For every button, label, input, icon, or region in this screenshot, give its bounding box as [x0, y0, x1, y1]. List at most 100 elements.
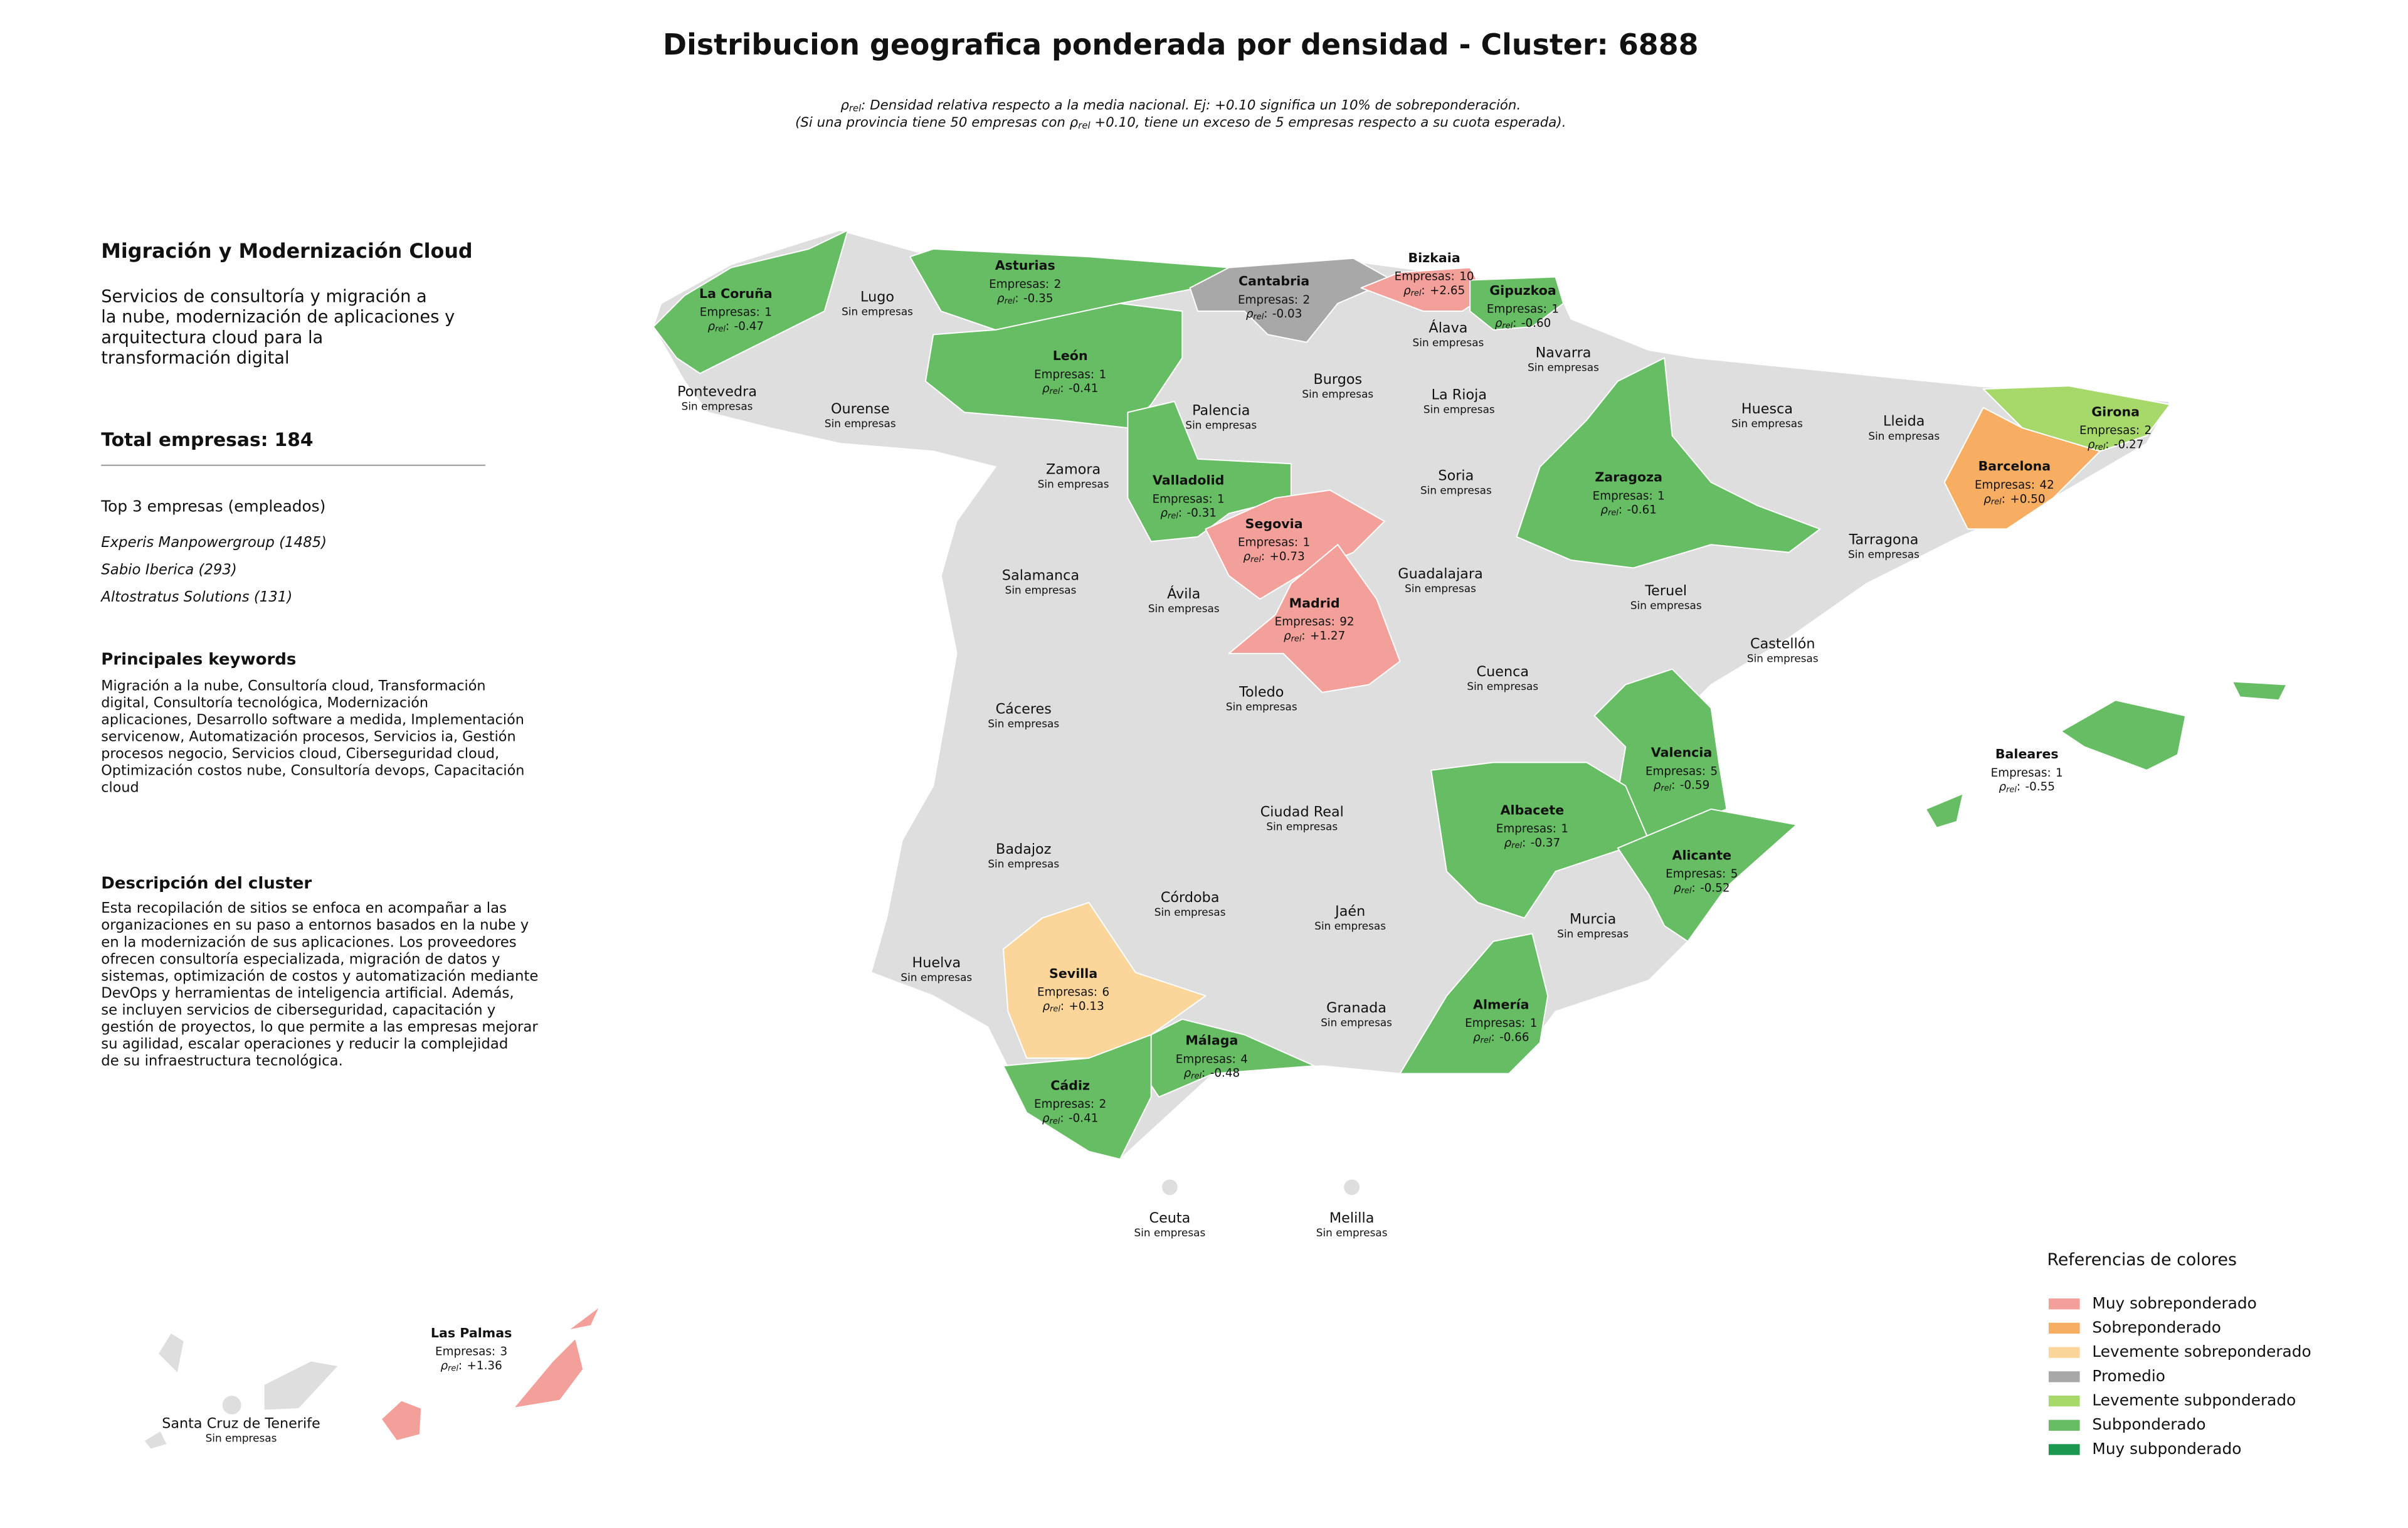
- legend-swatch: [2048, 1298, 2080, 1310]
- companies-value: 1: [1217, 492, 1225, 506]
- legend-label: Levemente sobreponderado: [2092, 1342, 2311, 1361]
- top-company: Sabio Iberica (293): [101, 562, 237, 578]
- rho-value: -0.60: [1521, 317, 1551, 330]
- province-name: Ávila: [1167, 585, 1200, 602]
- province-empty: Sin empresas: [1731, 417, 1803, 430]
- province-name: Cantabria: [1238, 273, 1309, 289]
- keywords-line: Optimización costos nube, Consultoría de…: [101, 763, 524, 779]
- rho-value: +0.13: [1069, 1000, 1104, 1013]
- rho-value: -0.41: [1069, 1112, 1098, 1125]
- companies-label: Empresas:: [1666, 867, 1726, 881]
- rho-symbol: ρ: [997, 292, 1005, 305]
- province-shape: [567, 1290, 608, 1331]
- province-empty: Sin empresas: [1848, 548, 1920, 560]
- rho-subscript: rel: [1411, 289, 1422, 298]
- companies-value: 3: [500, 1345, 508, 1359]
- province-name: Cáceres: [996, 701, 1052, 718]
- rho-symbol: ρ: [1983, 492, 1991, 506]
- legend-label: Promedio: [2092, 1367, 2165, 1385]
- province-name: Ceuta: [1149, 1210, 1190, 1226]
- province-name: León: [1053, 348, 1088, 363]
- province-name: Zaragoza: [1595, 470, 1662, 485]
- rho-subscript: rel: [1681, 886, 1692, 896]
- province-shape: [1399, 933, 1549, 1074]
- province-empty: Sin empresas: [1148, 602, 1220, 615]
- panel-heading: Migración y Modernización Cloud: [101, 240, 472, 263]
- province-companies: Empresas: 1: [1496, 822, 1568, 836]
- keywords-line: aplicaciones, Desarrollo software a medi…: [101, 712, 524, 728]
- province-name: Barcelona: [1978, 459, 2051, 474]
- province-shape: [380, 1399, 423, 1442]
- keywords-line: cloud: [101, 780, 139, 796]
- rho-colon: :: [1015, 292, 1018, 305]
- province-rho: ρrel: -0.59: [1654, 779, 1710, 793]
- province-rho: ρrel: -0.31: [1160, 507, 1217, 521]
- total-companies: Total empresas: 184: [101, 429, 313, 451]
- province-rho: ρrel: +0.13: [1042, 1000, 1104, 1014]
- province-name: Baleares: [1995, 746, 2059, 761]
- province-name: Girona: [2091, 404, 2140, 419]
- cluster-line: gestión de proyectos, lo que permite a l…: [101, 1019, 538, 1035]
- province-shape: [512, 1337, 584, 1409]
- province-empty: Sin empresas: [1467, 680, 1538, 692]
- rho-symbol: ρ: [440, 1359, 448, 1372]
- province-companies: Empresas: 2: [989, 278, 1061, 291]
- companies-label: Empresas:: [1176, 1053, 1236, 1066]
- rho-colon: :: [1201, 1067, 1205, 1080]
- rho-value: +1.27: [1310, 630, 1345, 643]
- province-name: Málaga: [1185, 1033, 1238, 1048]
- rho-value: -0.52: [1700, 881, 1729, 894]
- province-companies: Empresas: 2: [2079, 424, 2152, 437]
- rho-colon: :: [1619, 504, 1622, 517]
- companies-value: 1: [764, 306, 772, 319]
- province-name: Murcia: [1570, 911, 1616, 928]
- rho-subscript: rel: [1608, 508, 1619, 517]
- companies-label: Empresas:: [989, 278, 1049, 291]
- province-shape: [924, 302, 1183, 429]
- rho-value: +1.36: [467, 1359, 502, 1372]
- legend-swatch: [2048, 1322, 2080, 1334]
- companies-value: 1: [1657, 489, 1665, 502]
- province-empty: Sin empresas: [1557, 928, 1629, 940]
- province-name: Huesca: [1741, 401, 1793, 417]
- companies-value: 1: [1530, 1017, 1538, 1030]
- province-name: Álava: [1428, 319, 1467, 336]
- legend-swatch: [2048, 1347, 2080, 1358]
- cluster-line: Esta recopilación de sitios se enfoca en…: [101, 900, 507, 916]
- rho-subscript: rel: [1291, 634, 1302, 644]
- legend-swatch: [2048, 1395, 2080, 1407]
- rho-colon: :: [1301, 630, 1305, 643]
- rho-symbol: ρ: [1184, 1067, 1191, 1080]
- companies-label: Empresas:: [1153, 492, 1213, 506]
- province-rho: ρrel: -0.52: [1674, 881, 1730, 895]
- province-shape: [1003, 1034, 1152, 1160]
- rho-symbol: ρ: [1999, 780, 2006, 793]
- total-value: 184: [275, 429, 314, 451]
- rho-subscript: rel: [1168, 511, 1178, 521]
- panel-description: transformación digital: [101, 349, 289, 368]
- province-shape: [1003, 901, 1207, 1059]
- legend-label: Muy subponderado: [2092, 1440, 2241, 1458]
- rho-symbol: ρ: [1246, 307, 1254, 321]
- companies-label: Empresas:: [1275, 615, 1335, 629]
- province-empty: Sin empresas: [825, 417, 896, 430]
- province-empty: Sin empresas: [900, 971, 972, 984]
- province-name: Cádiz: [1050, 1078, 1090, 1093]
- province-companies: Empresas: 6: [1037, 986, 1109, 999]
- province-companies: Empresas: 1: [1153, 492, 1225, 506]
- province-name: Castellón: [1750, 635, 1815, 652]
- province-companies: Empresas: 1: [1238, 536, 1310, 549]
- province-empty: Sin empresas: [1038, 478, 1109, 491]
- companies-value: 1: [1551, 303, 1559, 316]
- rho-colon: :: [1691, 881, 1695, 894]
- companies-label: Empresas:: [1991, 767, 2051, 780]
- la-gomera-island: [222, 1396, 241, 1414]
- province-rho: ρrel: +1.27: [1284, 630, 1345, 644]
- legend-swatch: [2048, 1371, 2080, 1382]
- rho-value: -0.41: [1069, 382, 1098, 395]
- province-shape: [1430, 761, 1650, 919]
- legend-title: Referencias de colores: [2047, 1250, 2236, 1270]
- rho-subscript: rel: [1050, 1004, 1060, 1014]
- province-companies: Empresas: 1: [1034, 368, 1106, 381]
